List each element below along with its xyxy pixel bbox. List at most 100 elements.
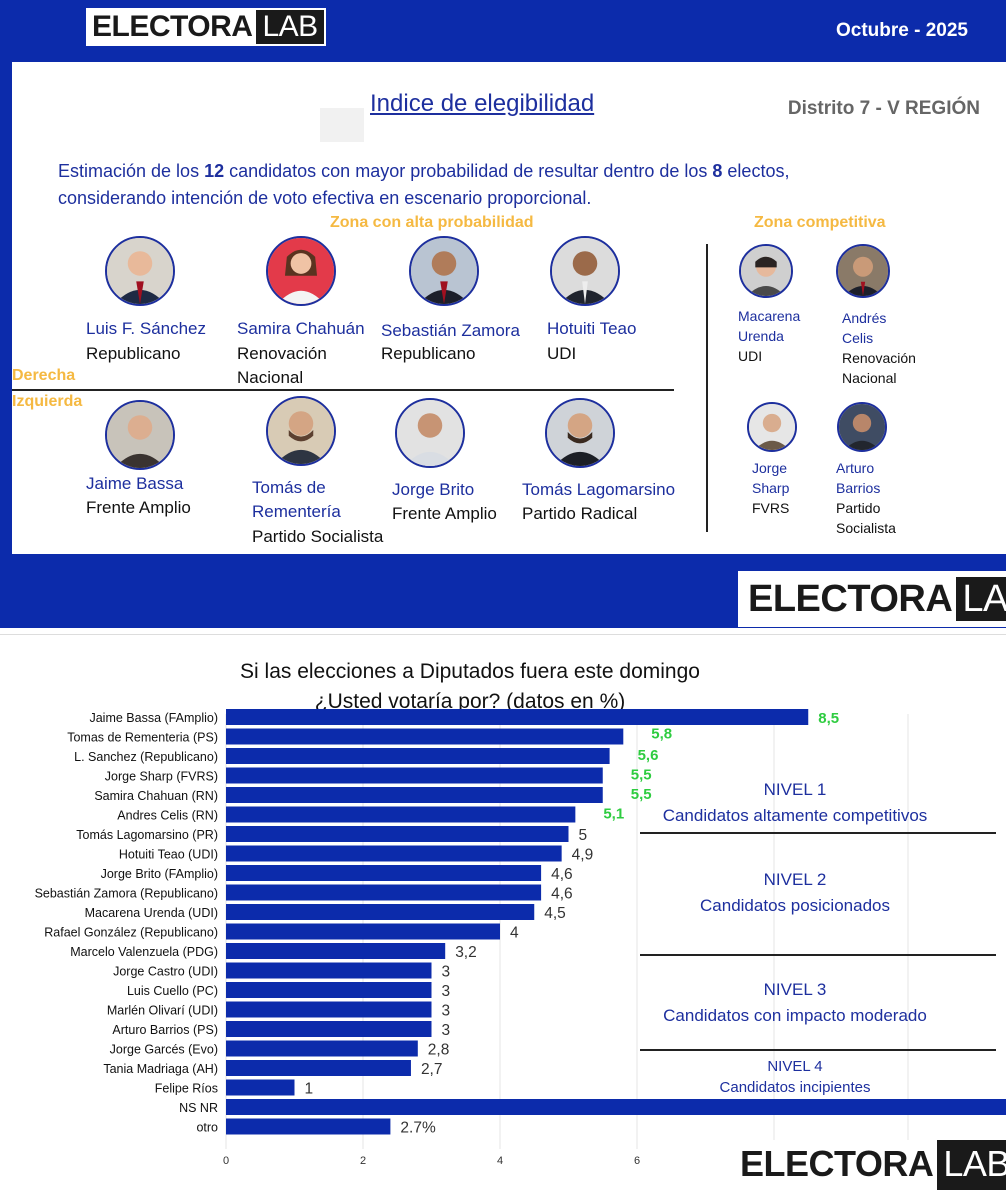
category-label: L. Sanchez (Republicano): [74, 750, 218, 764]
candidate-photo: [836, 244, 890, 298]
chart-title: Si las elecciones a Diputados fuera este…: [240, 660, 700, 683]
value-label: 4,6: [551, 886, 573, 903]
category-label: Jaime Bassa (FAmplio): [89, 711, 218, 725]
candidate-photo: [105, 236, 175, 306]
zone-divider: [706, 244, 708, 532]
category-label: Jorge Castro (UDI): [113, 965, 218, 979]
value-label: 3,2: [455, 944, 477, 961]
category-label: Andres Celis (RN): [117, 809, 218, 823]
value-label: 1: [305, 1081, 314, 1098]
candidate-name: Urenda: [738, 328, 784, 344]
candidate-name: Hotuiti Teao: [547, 319, 637, 338]
candidate-party: Renovación: [842, 350, 916, 366]
candidate-photo: [266, 236, 336, 306]
electoralab-chart-logo: ELECTORA LAB: [736, 1140, 1006, 1190]
tier-level: NIVEL 2: [763, 870, 827, 889]
candidate-photo: [739, 244, 793, 298]
report-date: Octubre - 2025: [836, 20, 968, 41]
value-label: 5: [579, 827, 588, 844]
bar: [226, 962, 432, 979]
eligibility-card: [12, 62, 1006, 554]
logo-text-electora: ELECTORA: [744, 577, 957, 621]
category-label: Marlén Olivarí (UDI): [107, 1004, 218, 1018]
value-label: 4,5: [544, 905, 566, 922]
tier-desc: Candidatos incipientes: [719, 1079, 871, 1096]
category-label: Tania Madriaga (AH): [103, 1062, 218, 1076]
electoralab-logo: ELECTORA LAB: [86, 8, 326, 46]
category-label: Jorge Garcés (Evo): [110, 1043, 218, 1057]
tier-separator: [640, 832, 996, 834]
bar: [226, 767, 603, 784]
value-label: 3: [442, 964, 451, 981]
candidate-party: Nacional: [842, 370, 897, 386]
category-label: Tomás Lagomarsino (PR): [76, 828, 218, 842]
category-label: Jorge Sharp (FVRS): [105, 770, 218, 784]
category-label: Tomas de Rementeria (PS): [67, 731, 218, 745]
bar: [226, 1040, 418, 1057]
candidate-photo: [266, 396, 336, 466]
bar: [226, 943, 446, 959]
logo-text-lab: LAB: [256, 10, 324, 44]
candidate-party: Frente Amplio: [86, 498, 191, 517]
value-label: 3: [442, 1003, 451, 1020]
bar: [226, 904, 535, 920]
zone-competitive-label: Zona competitiva: [754, 214, 886, 231]
electoralab-footer-logo: ELECTORA LAB: [738, 571, 1006, 627]
value-label: 4,9: [572, 847, 594, 864]
category-label: Macarena Urenda (UDI): [85, 906, 218, 920]
placeholder-box: [320, 108, 364, 142]
candidate-party: UDI: [547, 344, 577, 363]
bar: [226, 923, 500, 940]
bar: [226, 845, 562, 862]
category-label: NS NR: [179, 1101, 218, 1115]
candidate-photo: [409, 236, 479, 306]
candidate-party: Nacional: [237, 368, 304, 387]
candidate-name: Macarena: [738, 308, 801, 324]
bar: [226, 709, 809, 725]
category-label: Luis Cuello (PC): [127, 984, 218, 998]
value-label: 2,7: [421, 1061, 443, 1078]
bar: [226, 826, 569, 842]
category-label: Jorge Brito (FAmplio): [101, 867, 218, 881]
bar: [226, 865, 542, 881]
x-tick-label: 2: [360, 1155, 366, 1167]
candidate-name: Barrios: [836, 480, 881, 496]
value-label: 5,5: [631, 767, 652, 784]
candidate-party: Partido Socialista: [252, 527, 384, 546]
candidate-name: Luis F. Sánchez: [86, 319, 207, 338]
right-wing-label: Derecha: [12, 367, 76, 384]
value-label: 2,8: [428, 1042, 450, 1059]
category-label: otro: [196, 1121, 218, 1135]
value-label: 3: [442, 983, 451, 1000]
bar: [226, 1099, 1006, 1115]
logo-text-electora: ELECTORA: [88, 10, 257, 44]
candidate-name: Jorge Brito: [392, 480, 475, 499]
bar: [226, 982, 432, 998]
bar: [226, 884, 542, 901]
candidate-party: Partido: [836, 500, 881, 516]
x-tick-label: 0: [223, 1155, 229, 1167]
candidate-name: Andrés: [842, 310, 887, 326]
candidate-name: Sharp: [752, 480, 790, 496]
candidate-party: FVRS: [752, 500, 790, 516]
tier-4: NIVEL 4 Candidatos incipientes: [660, 1058, 930, 1096]
candidate-party: Partido Radical: [522, 504, 638, 523]
bar: [226, 1001, 432, 1018]
value-label: 5,5: [631, 786, 652, 803]
candidate-party: Renovación: [237, 344, 327, 363]
logo-text-lab: LAB: [937, 1140, 1006, 1190]
tier-desc: Candidatos con impacto moderado: [663, 1006, 927, 1025]
intro-text: Estimación de los 12 candidatos con mayo…: [58, 161, 790, 208]
candidate-name: Jorge: [752, 460, 788, 476]
category-label: Hotuiti Teao (UDI): [119, 848, 218, 862]
candidate-party: Socialista: [836, 520, 896, 536]
bar: [226, 1079, 295, 1096]
candidate-photo: [105, 400, 175, 470]
tier-level: NIVEL 1: [763, 780, 827, 799]
bar: [226, 806, 576, 823]
candidate-party: Republicano: [86, 344, 181, 363]
category-label: Rafael González (Republicano): [44, 926, 218, 940]
x-tick-label: 6: [634, 1155, 640, 1167]
category-label: Samira Chahuan (RN): [94, 789, 218, 803]
candidate-name: Arturo: [836, 460, 875, 476]
